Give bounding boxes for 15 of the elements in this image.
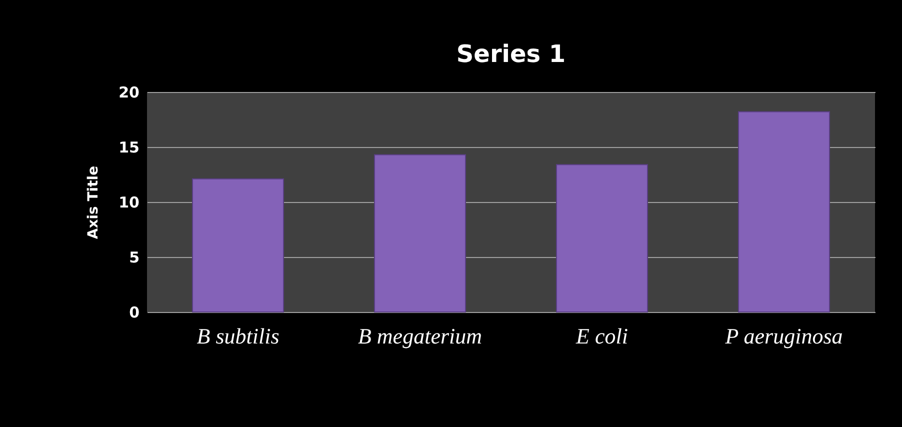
y-tick-label: 15 <box>118 138 140 156</box>
x-tick-label: B megaterium <box>358 324 482 348</box>
x-tick-label: E coli <box>575 324 628 348</box>
bar <box>738 111 830 312</box>
chart-title: Series 1 <box>456 40 566 68</box>
y-tick-label: 10 <box>118 194 140 212</box>
bar <box>192 178 284 312</box>
x-tick-label: P aeruginosa <box>724 324 843 348</box>
bar <box>374 154 466 312</box>
y-axis-title: Axis Title <box>86 166 102 240</box>
y-tick-label: 20 <box>118 84 140 102</box>
y-tick-label: 5 <box>129 248 140 266</box>
x-tick-label: B subtilis <box>196 324 280 348</box>
y-tick-label: 0 <box>129 304 140 322</box>
bar <box>556 164 648 312</box>
